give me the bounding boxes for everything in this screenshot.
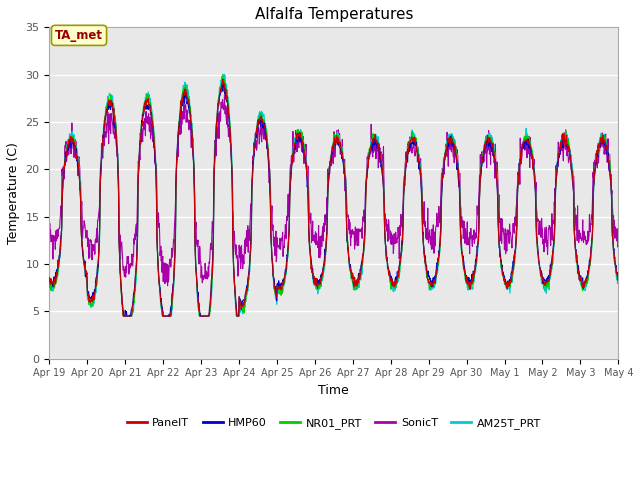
Title: Alfalfa Temperatures: Alfalfa Temperatures (255, 7, 413, 22)
X-axis label: Time: Time (319, 384, 349, 397)
Legend: PanelT, HMP60, NR01_PRT, SonicT, AM25T_PRT: PanelT, HMP60, NR01_PRT, SonicT, AM25T_P… (122, 414, 545, 434)
Y-axis label: Temperature (C): Temperature (C) (7, 142, 20, 244)
Text: TA_met: TA_met (55, 29, 103, 42)
